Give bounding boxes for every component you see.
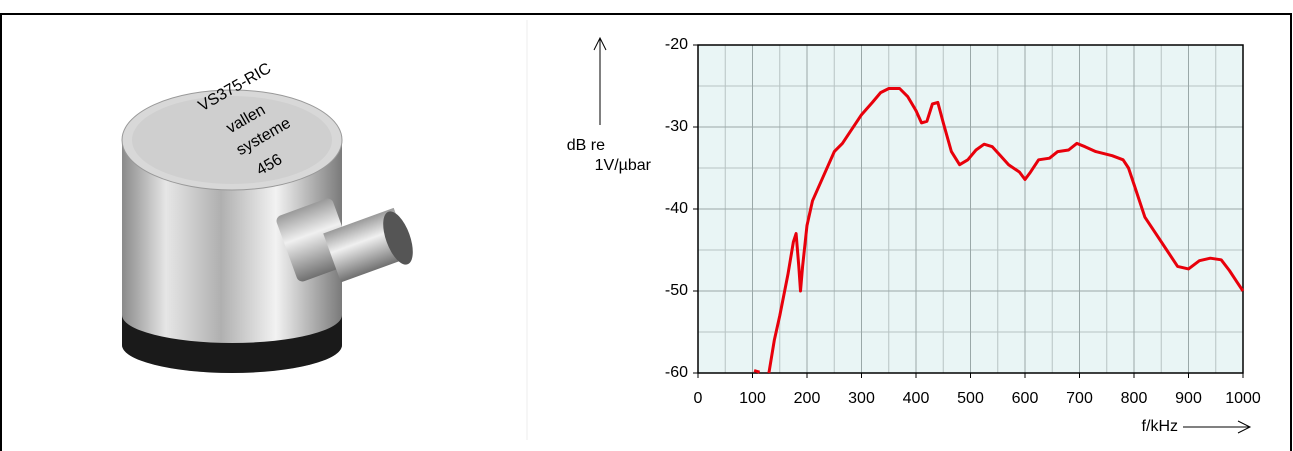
x-axis-label: f/kHz: [1142, 418, 1178, 435]
frame: [0, 13, 1292, 451]
y-tick-label: -20: [665, 36, 688, 53]
y-axis-label: 1V/µbar: [595, 157, 652, 174]
x-tick-label: 600: [1012, 390, 1039, 407]
y-axis-label: dB re: [567, 137, 605, 154]
sensor-photo: VS375-RIC vallen systeme 456: [121, 60, 413, 373]
x-tick-label: 900: [1175, 390, 1202, 407]
x-tick-label: 0: [694, 390, 703, 407]
x-tick-label: 200: [794, 390, 821, 407]
y-tick-label: -30: [665, 118, 688, 135]
y-tick-label: -50: [665, 282, 688, 299]
y-tick-label: -60: [665, 364, 688, 381]
x-arrow-head: [1237, 420, 1252, 434]
x-tick-label: 400: [903, 390, 930, 407]
data-line: [753, 87, 1245, 374]
y-tick-label: -40: [665, 200, 688, 217]
plot-border: [697, 44, 1244, 374]
x-tick-label: 100: [739, 390, 766, 407]
x-tick-label: 800: [1121, 390, 1148, 407]
x-tick-label: 300: [848, 390, 875, 407]
x-tick-label: 700: [1066, 390, 1093, 407]
x-tick-label: 500: [957, 390, 984, 407]
x-tick-label: 1000: [1225, 390, 1261, 407]
y-arrow-head: [593, 36, 607, 51]
